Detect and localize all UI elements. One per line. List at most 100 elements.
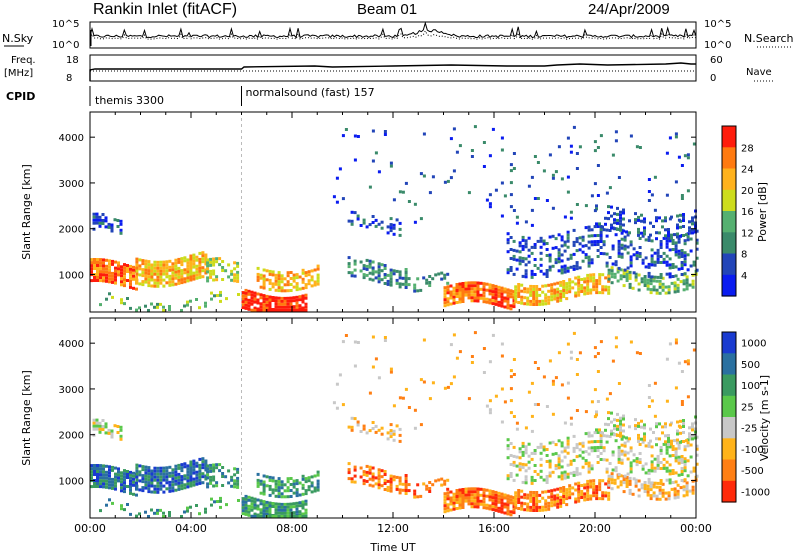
heatmap-cell bbox=[643, 217, 646, 221]
heatmap-cell bbox=[656, 454, 660, 458]
heatmap-cell bbox=[625, 273, 629, 276]
heatmap-cell bbox=[301, 297, 305, 301]
heatmap-cell bbox=[395, 218, 399, 222]
heatmap-cell bbox=[587, 234, 591, 238]
heatmap-cell bbox=[667, 228, 670, 231]
heatmap-cell bbox=[529, 508, 533, 512]
heatmap-cell bbox=[590, 234, 594, 238]
heatmap-cell bbox=[470, 361, 474, 364]
heatmap-cell bbox=[265, 506, 269, 510]
heatmap-cell bbox=[274, 515, 278, 518]
heatmap-cell bbox=[512, 460, 516, 464]
heatmap-cell bbox=[646, 490, 650, 494]
heatmap-cell bbox=[683, 457, 687, 461]
heatmap-cell bbox=[578, 248, 582, 252]
heatmap-cell bbox=[521, 274, 525, 278]
heatmap-cell bbox=[147, 487, 151, 491]
heatmap-cell bbox=[607, 268, 611, 272]
heatmap-cell bbox=[527, 254, 531, 258]
heatmap-cell bbox=[488, 399, 492, 403]
heatmap-cell bbox=[271, 502, 275, 505]
colorbar-tick-label: 25 bbox=[741, 402, 754, 413]
heatmap-cell bbox=[647, 441, 651, 445]
colorbar-tick-label: -1000 bbox=[741, 487, 770, 498]
heatmap-cell bbox=[144, 474, 148, 478]
heatmap-cell bbox=[610, 475, 614, 479]
heatmap-cell bbox=[289, 277, 293, 280]
heatmap-cell bbox=[455, 301, 459, 304]
heatmap-cell bbox=[171, 468, 175, 472]
heatmap-cell bbox=[550, 295, 554, 299]
heatmap-cell bbox=[518, 447, 522, 451]
heatmap-cell bbox=[356, 217, 360, 221]
heatmap-cell bbox=[556, 281, 560, 285]
heatmap-cell bbox=[206, 264, 210, 268]
heatmap-cell bbox=[506, 300, 510, 304]
heatmap-cell bbox=[350, 425, 354, 429]
heatmap-cell bbox=[551, 382, 555, 386]
heatmap-cell bbox=[575, 203, 579, 206]
heatmap-cell bbox=[559, 501, 563, 505]
heatmap-cell bbox=[371, 260, 375, 264]
heatmap-cell bbox=[138, 282, 142, 286]
heatmap-cell bbox=[431, 175, 435, 179]
heatmap-cell bbox=[622, 435, 625, 439]
heatmap-cell bbox=[141, 283, 145, 287]
heatmap-cell bbox=[113, 218, 117, 222]
heatmap-cell bbox=[431, 381, 435, 385]
heatmap-cell bbox=[92, 218, 96, 222]
heatmap-cell bbox=[596, 164, 600, 167]
heatmap-cell bbox=[119, 434, 123, 438]
heatmap-cell bbox=[658, 497, 662, 501]
heatmap-cell bbox=[527, 454, 531, 458]
heatmap-cell bbox=[168, 277, 172, 281]
heatmap-cell bbox=[655, 485, 659, 489]
heatmap-cell bbox=[144, 477, 148, 481]
heatmap-cell bbox=[198, 257, 202, 261]
heatmap-cell bbox=[667, 285, 671, 289]
heatmap-cell bbox=[622, 481, 626, 485]
heatmap-cell bbox=[177, 269, 181, 273]
heatmap-cell bbox=[280, 502, 284, 506]
heatmap-cell bbox=[614, 466, 618, 470]
heatmap-cell bbox=[277, 511, 281, 515]
heatmap-cell bbox=[616, 206, 619, 210]
heatmap-cell bbox=[93, 464, 96, 467]
heatmap-cell bbox=[596, 440, 600, 443]
heatmap-cell bbox=[111, 468, 114, 472]
heatmap-cell bbox=[575, 467, 579, 471]
heatmap-cell bbox=[186, 485, 190, 489]
heatmap-cell bbox=[479, 296, 483, 300]
heatmap-cell bbox=[271, 515, 275, 518]
heatmap-cell bbox=[195, 464, 199, 468]
heatmap-cell bbox=[659, 261, 663, 264]
heatmap-cell bbox=[586, 282, 590, 286]
heatmap-cell bbox=[241, 306, 245, 310]
heatmap-cell bbox=[114, 281, 117, 285]
heatmap-cell bbox=[102, 279, 105, 283]
heatmap-cell bbox=[171, 280, 175, 284]
heatmap-cell bbox=[304, 492, 308, 496]
heatmap-cell bbox=[673, 233, 676, 237]
heatmap-cell bbox=[201, 457, 205, 461]
colorbar-tick-label: 28 bbox=[741, 143, 754, 154]
heatmap-cell bbox=[548, 474, 552, 478]
heatmap-cell bbox=[527, 236, 531, 240]
heatmap-cell bbox=[488, 504, 492, 508]
heatmap-cell bbox=[619, 268, 623, 272]
heatmap-cell bbox=[455, 292, 459, 295]
heatmap-cell bbox=[506, 477, 510, 481]
heatmap-cell bbox=[156, 508, 159, 512]
heatmap-cell bbox=[661, 276, 665, 280]
heatmap-cell bbox=[268, 507, 272, 511]
heatmap-cell bbox=[566, 445, 570, 449]
heatmap-cell bbox=[680, 473, 684, 476]
heatmap-cell bbox=[277, 305, 281, 309]
heatmap-cell bbox=[605, 228, 609, 232]
heatmap-cell bbox=[195, 264, 199, 268]
heatmap-cell bbox=[617, 242, 621, 246]
heatmap-cell bbox=[470, 499, 474, 503]
heatmap-cell bbox=[515, 473, 519, 477]
heatmap-cell bbox=[650, 460, 654, 464]
heatmap-cell bbox=[476, 502, 480, 506]
